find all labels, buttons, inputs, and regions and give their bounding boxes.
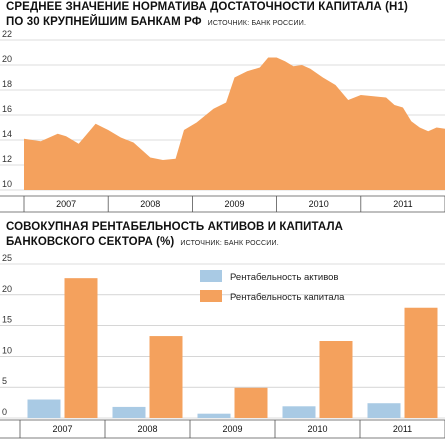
chart2-xtick-label: 2010 [307, 424, 327, 434]
chart2-legend-swatch [200, 270, 222, 282]
chart1-xtick-label: 2008 [140, 199, 160, 209]
chart1-ytick-label: 12 [2, 154, 12, 164]
chart2-xtick-label: 2007 [52, 424, 72, 434]
chart1-ytick-label: 16 [2, 104, 12, 114]
chart2-title: СОВОКУПНАЯ РЕНТАБЕЛЬНОСТЬ АКТИВОВ И КАПИ… [6, 221, 344, 233]
chart1-ytick-label: 22 [2, 29, 12, 39]
chart2-bar-capital [234, 387, 268, 418]
chart2-title-block: СОВОКУПНАЯ РЕНТАБЕЛЬНОСТЬ АКТИВОВ И КАПИ… [6, 220, 441, 251]
chart2-source: ИСТОЧНИК: БАНК РОССИИ. [180, 240, 279, 247]
chart2-bar-assets [367, 403, 401, 418]
chart2-legend-label: Рентабельность капитала [230, 292, 345, 303]
chart1-xtick-label: 2010 [309, 199, 329, 209]
chart1-xtick-label: 2007 [56, 199, 76, 209]
chart2-legend-swatch [200, 290, 222, 302]
chart1-ytick-label: 14 [2, 129, 12, 139]
chart2-plot: 0 5 10 15 20 25 2007 2008 2009 2010 2011 Рентабельн… [0, 253, 445, 439]
chart2-title-line2-text: БАНКОВСКОГО СЕКТОРА (%) [6, 236, 175, 248]
chart2-title-line2: БАНКОВСКОГО СЕКТОРА (%) ИСТОЧНИК: БАНК РО… [6, 235, 441, 251]
chart2-xtick-label: 2009 [222, 424, 242, 434]
chart2-bar-capital [404, 307, 438, 418]
chart2-bar-assets [282, 406, 316, 418]
chart2-bar-assets [197, 413, 231, 418]
chart1-xtick-label: 2009 [224, 199, 244, 209]
chart1-plot: 10 12 14 16 18 20 22 2007 2008 2009 2010 2011 [0, 29, 445, 213]
chart2-ytick-label: 25 [2, 253, 12, 263]
chart2-bar-assets [112, 406, 146, 418]
chart1-title-line2-text: ПО 30 КРУПНЕЙШИМ БАНКАМ РФ [6, 16, 202, 28]
chart2-ytick-label: 20 [2, 284, 12, 294]
chart1-source: ИСТОЧНИК: БАНК РОССИИ. [207, 20, 307, 27]
chart2-xtick-label: 2008 [137, 424, 157, 434]
chart1-ytick-label: 20 [2, 54, 12, 64]
chart2-legend-label: Рентабельность активов [230, 272, 338, 283]
chart2-ytick-label: 15 [2, 315, 12, 325]
chart2-ytick-label: 0 [2, 407, 7, 417]
chart1-ytick-label: 18 [2, 79, 12, 89]
chart2-bar-capital [149, 336, 183, 418]
chart2-bar-assets [27, 399, 61, 418]
chart1-ytick-label: 10 [2, 179, 12, 189]
chart1-area [24, 57, 445, 190]
chart2-bar-capital [319, 341, 353, 418]
chart2-ytick-label: 5 [2, 376, 7, 386]
chart1-title: СРЕДНЕЕ ЗНАЧЕНИЕ НОРМАТИВА ДОСТАТОЧНОСТИ… [6, 1, 408, 13]
chart2-ytick-label: 10 [2, 345, 12, 355]
chart2-xtick-label: 2011 [393, 424, 412, 434]
chart1-title-block: СРЕДНЕЕ ЗНАЧЕНИЕ НОРМАТИВА ДОСТАТОЧНОСТИ… [6, 0, 441, 31]
chart2-bar-capital [64, 278, 98, 418]
chart1-xtick-label: 2011 [393, 199, 412, 209]
chart1-title-line2: ПО 30 КРУПНЕЙШИМ БАНКАМ РФ ИСТОЧНИК: БАНК… [6, 15, 441, 31]
